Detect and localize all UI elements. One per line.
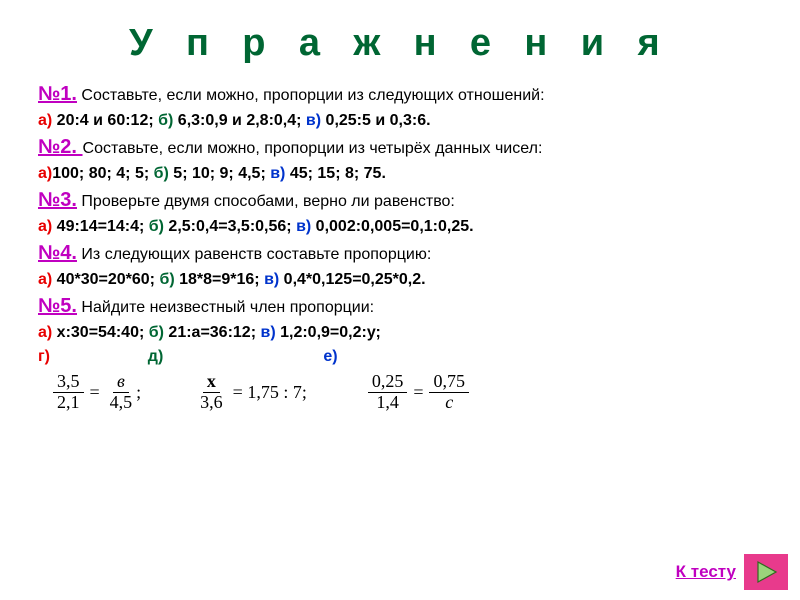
- ex1-data: а) 20:4 и 60:12; б) 6,3:0,9 и 2,8:0,4; в…: [38, 112, 770, 130]
- f1-right-frac: в 4,5: [106, 372, 137, 413]
- ex3-data: а) 49:14=14:4; б) 2,5:0,4=3,5:0,56; в) 0…: [38, 218, 770, 236]
- f2-lt: х: [203, 372, 220, 393]
- f1-rb: 4,5: [106, 393, 137, 413]
- ex3-b-data: 2,5:0,4=3,5:0,56;: [164, 218, 296, 235]
- formula-3: 0,25 1,4 = 0,75 с: [368, 372, 469, 413]
- ex3-v-label: в): [296, 218, 311, 235]
- page-title: У п р а ж н е н и я: [0, 0, 800, 83]
- ex4-number: №4.: [38, 242, 77, 264]
- ex4-intro: №4. Из следующих равенств составьте проп…: [38, 242, 770, 265]
- gap2: [163, 348, 323, 365]
- ex2-text: Составьте, если можно, пропорции из четы…: [83, 140, 543, 157]
- ex5-number: №5.: [38, 295, 77, 317]
- ex2-data: а)100; 80; 4; 5; б) 5; 10; 9; 4,5; в) 45…: [38, 165, 770, 183]
- ex2-a-data: 100; 80; 4; 5;: [52, 165, 153, 182]
- ex5-text: Найдите неизвестный член пропорции:: [77, 299, 374, 316]
- gap1: [50, 348, 148, 365]
- ex4-v-label: в): [264, 271, 279, 288]
- ex1-intro: №1. Составьте, если можно, пропорции из …: [38, 83, 770, 106]
- f1-lb: 2,1: [53, 393, 84, 413]
- f1-eq: =: [90, 382, 100, 403]
- f1-left-frac: 3,5 2,1: [53, 372, 84, 413]
- ex2-intro: №2. Составьте, если можно, пропорции из …: [38, 136, 770, 159]
- ex4-b-label: б): [159, 271, 174, 288]
- ex1-v-label: в): [306, 112, 321, 129]
- ex4-v-data: 0,4*0,125=0,25*0,2.: [279, 271, 425, 288]
- ex4-a-label: а): [38, 271, 52, 288]
- ex2-number: №2.: [38, 136, 83, 158]
- ex5-intro: №5. Найдите неизвестный член пропорции:: [38, 295, 770, 318]
- f3-rb: с: [441, 393, 457, 413]
- ex5-v-label: в): [260, 324, 275, 341]
- ex5-b-label: б): [149, 324, 164, 341]
- ex4-data: а) 40*30=20*60; б) 18*8=9*16; в) 0,4*0,1…: [38, 271, 770, 289]
- ex5-a-data: х:30=54:40;: [52, 324, 149, 341]
- formula-2: х 3,6 = 1,75 : 7;: [196, 372, 313, 413]
- ex5-a-label: а): [38, 324, 52, 341]
- ex5-data: а) х:30=54:40; б) 21:а=36:12; в) 1,2:0,9…: [38, 324, 770, 342]
- ex1-number: №1.: [38, 83, 77, 105]
- ex5-b-data: 21:а=36:12;: [164, 324, 261, 341]
- formula-1: 3,5 2,1 = в 4,5 ;: [53, 372, 141, 413]
- ex2-v-label: в): [270, 165, 285, 182]
- ex1-text: Составьте, если можно, пропорции из след…: [77, 87, 545, 104]
- ex2-b-data: 5; 10; 9; 4,5;: [169, 165, 270, 182]
- ex2-v-data: 45; 15; 8; 75.: [285, 165, 386, 182]
- f2-lb: 3,6: [196, 393, 227, 413]
- ex4-a-data: 40*30=20*60;: [52, 271, 159, 288]
- play-icon: [753, 559, 779, 585]
- ex1-b-label: б): [158, 112, 173, 129]
- formula-row: 3,5 2,1 = в 4,5 ; х 3,6 = 1,75 : 7; 0,25…: [38, 372, 770, 413]
- ex1-a-data: 20:4 и 60:12;: [52, 112, 158, 129]
- ex2-b-label: б): [154, 165, 169, 182]
- f1-lt: 3,5: [53, 372, 84, 393]
- f3-lb: 1,4: [372, 393, 403, 413]
- ex1-b-data: 6,3:0,9 и 2,8:0,4;: [173, 112, 306, 129]
- exercises-content: №1. Составьте, если можно, пропорции из …: [0, 83, 800, 413]
- f1-rt: в: [113, 372, 129, 393]
- ex5-data2: г) д) е): [38, 348, 770, 366]
- ex3-text: Проверьте двумя способами, верно ли раве…: [77, 193, 455, 210]
- ex3-intro: №3. Проверьте двумя способами, верно ли …: [38, 189, 770, 212]
- test-link[interactable]: К тесту: [676, 562, 736, 582]
- f3-lt: 0,25: [368, 372, 408, 393]
- ex3-v-data: 0,002:0,005=0,1:0,25.: [311, 218, 473, 235]
- ex5-e-label: е): [323, 348, 337, 365]
- ex3-b-label: б): [149, 218, 164, 235]
- ex3-a-data: 49:14=14:4;: [52, 218, 149, 235]
- f1-tail: ;: [136, 382, 141, 403]
- ex4-text: Из следующих равенств составьте пропорци…: [77, 246, 431, 263]
- next-button[interactable]: [744, 554, 788, 590]
- ex5-v-data: 1,2:0,9=0,2:у;: [276, 324, 381, 341]
- f2-rhs: = 1,75 : 7;: [233, 382, 307, 403]
- f3-eq: =: [413, 382, 423, 403]
- ex2-a-label: а): [38, 165, 52, 182]
- ex5-d-label: д): [148, 348, 163, 365]
- f3-right-frac: 0,75 с: [429, 372, 469, 413]
- f2-left-frac: х 3,6: [196, 372, 227, 413]
- ex3-a-label: а): [38, 218, 52, 235]
- ex5-g-label: г): [38, 348, 50, 365]
- f3-rt: 0,75: [429, 372, 469, 393]
- f3-left-frac: 0,25 1,4: [368, 372, 408, 413]
- ex4-b-data: 18*8=9*16;: [175, 271, 264, 288]
- ex1-a-label: а): [38, 112, 52, 129]
- ex1-v-data: 0,25:5 и 0,3:6.: [321, 112, 430, 129]
- ex3-number: №3.: [38, 189, 77, 211]
